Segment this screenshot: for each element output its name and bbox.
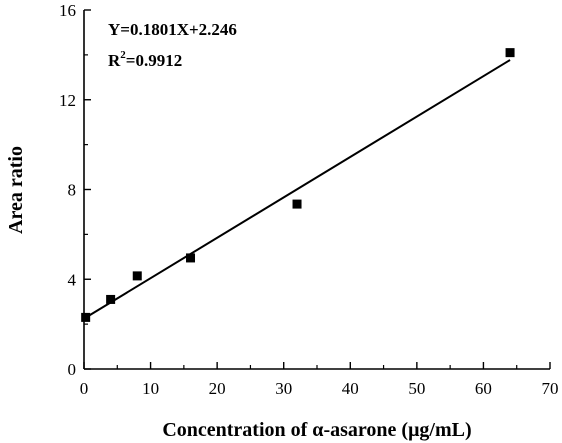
data-point [132, 271, 142, 281]
x-tick-label: 70 [542, 379, 559, 398]
y-tick-label: 4 [68, 270, 77, 289]
y-axis-ticks: 0 4 8 12 16 [59, 1, 91, 379]
y-tick-label: 16 [59, 1, 76, 20]
x-tick-label: 50 [408, 379, 425, 398]
x-tick-label: 40 [342, 379, 359, 398]
r-squared-number: =0.9912 [126, 51, 182, 70]
data-point [186, 253, 196, 263]
r-squared-prefix: R [108, 51, 121, 70]
data-point [292, 199, 302, 209]
data-points [81, 48, 515, 322]
x-tick-label: 0 [80, 379, 89, 398]
y-axis-label: Area ratio [5, 146, 27, 234]
x-axis-ticks: 0 10 20 30 40 50 60 70 [80, 362, 559, 398]
x-tick-label: 30 [275, 379, 292, 398]
r-squared-value: R2=0.9912 [108, 49, 182, 70]
data-point [106, 294, 116, 304]
regression-line [83, 59, 511, 320]
x-tick-label: 10 [142, 379, 159, 398]
x-tick-label: 20 [209, 379, 226, 398]
regression-equation: Y=0.1801X+2.246 [108, 20, 237, 39]
y-tick-label: 12 [59, 91, 76, 110]
regression-line-group [83, 59, 511, 320]
x-tick-label: 60 [475, 379, 492, 398]
y-tick-label: 8 [68, 181, 77, 200]
data-point [505, 48, 515, 58]
data-point [81, 312, 91, 322]
x-axis-label: Concentration of α-asarone (μg/mL) [162, 419, 471, 441]
r-squared-superscript: 2 [120, 49, 126, 61]
y-tick-label: 0 [68, 360, 77, 379]
